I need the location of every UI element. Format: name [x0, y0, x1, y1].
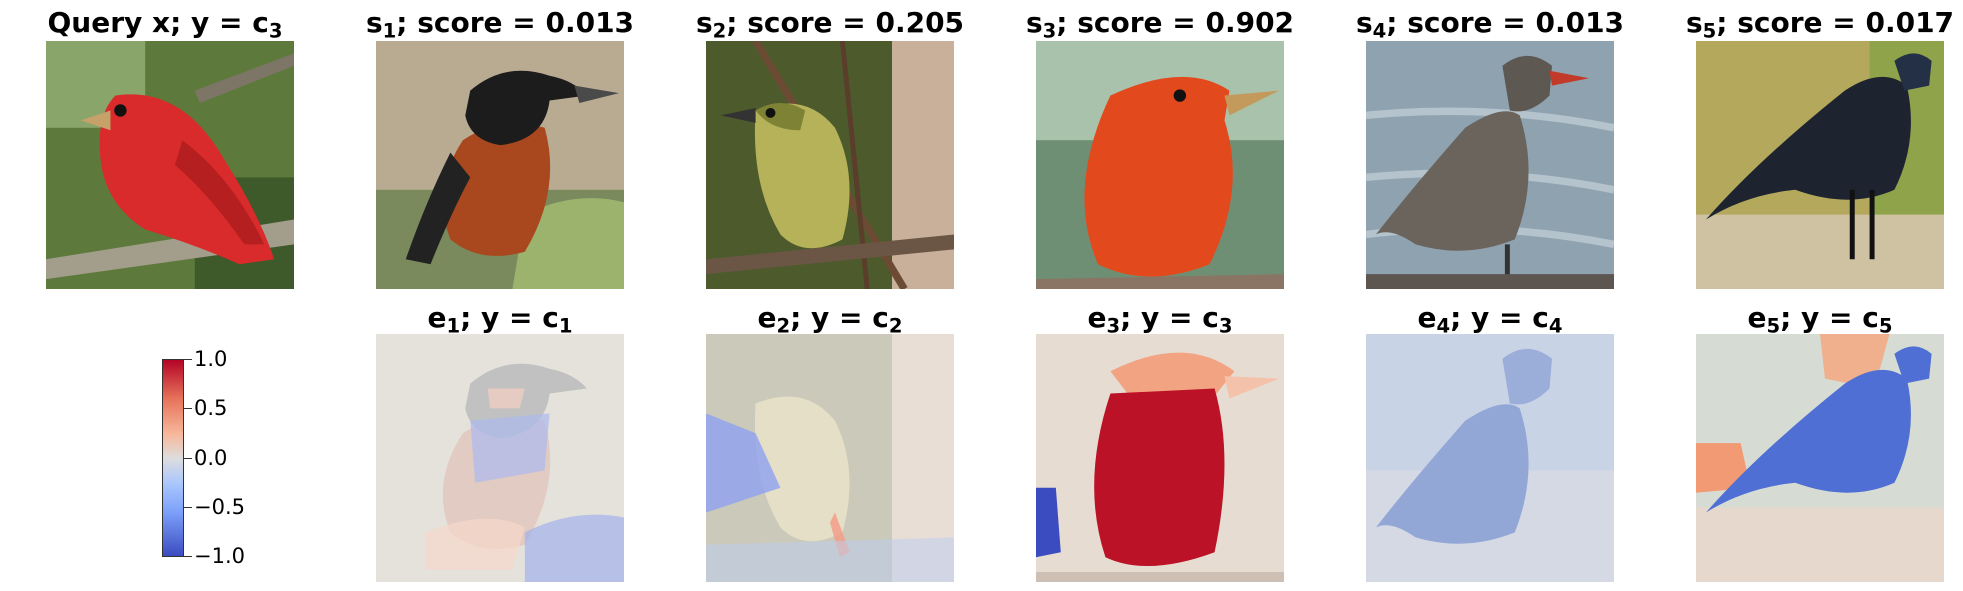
e1-rest: ; y = c [460, 301, 559, 334]
colorbar-tick-label: −0.5 [194, 495, 245, 519]
query-title-prefix: Query x; y = c [47, 6, 269, 39]
query-title-sub: 3 [268, 19, 283, 43]
s4-score: ; score = 0.013 [1386, 6, 1625, 39]
e1-heatmap [376, 334, 624, 582]
e4-heatmap [1366, 334, 1614, 582]
e1-sub: 1 [446, 314, 461, 338]
e2-rest: ; y = c [790, 301, 889, 334]
e3-sym: e [1087, 301, 1107, 334]
s5-score: ; score = 0.017 [1716, 6, 1955, 39]
s2-image [706, 41, 954, 289]
e2-csub: 2 [888, 314, 903, 338]
s3-image [1036, 41, 1284, 289]
s1-title: s1; score = 0.013 [350, 3, 650, 43]
s2-sub: 2 [712, 19, 727, 43]
colorbar-tick-label: 0.0 [194, 446, 228, 470]
query-image [46, 41, 294, 289]
s5-sub: 5 [1702, 19, 1717, 43]
e2-sub: 2 [776, 314, 791, 338]
e2-title: e2; y = c2 [680, 298, 980, 338]
e5-sym: e [1747, 301, 1767, 334]
e3-rest: ; y = c [1120, 301, 1219, 334]
query-title: Query x; y = c3 [30, 3, 300, 43]
e4-sub: 4 [1436, 314, 1451, 338]
e5-sub: 5 [1766, 314, 1781, 338]
e5-rest: ; y = c [1780, 301, 1879, 334]
s1-sub: 1 [382, 19, 397, 43]
colorbar-tick [184, 507, 192, 508]
e3-heatmap [1036, 334, 1284, 582]
colorbar-tick [184, 359, 192, 360]
colorbar-tick-label: 1.0 [194, 347, 228, 371]
s3-sub: 3 [1042, 19, 1057, 43]
s1-sym: s [365, 6, 383, 39]
s2-score: ; score = 0.205 [726, 6, 965, 39]
e1-csub: 1 [558, 314, 573, 338]
s3-score: ; score = 0.902 [1056, 6, 1295, 39]
s3-sym: s [1025, 6, 1043, 39]
e2-heatmap [706, 334, 954, 582]
s2-sym: s [695, 6, 713, 39]
e4-rest: ; y = c [1450, 301, 1549, 334]
e4-csub: 4 [1548, 314, 1563, 338]
e1-sym: e [427, 301, 447, 334]
e4-sym: e [1417, 301, 1437, 334]
colorbar-tick-label: 0.5 [194, 396, 228, 420]
s3-title: s3; score = 0.902 [1010, 3, 1310, 43]
s4-sym: s [1355, 6, 1373, 39]
s4-sub: 4 [1372, 19, 1387, 43]
s5-sym: s [1685, 6, 1703, 39]
e4-title: e4; y = c4 [1340, 298, 1640, 338]
s1-score: ; score = 0.013 [396, 6, 635, 39]
s5-image [1696, 41, 1944, 289]
e3-csub: 3 [1218, 314, 1233, 338]
colorbar-tick [184, 458, 192, 459]
s4-image [1366, 41, 1614, 289]
s4-title: s4; score = 0.013 [1340, 3, 1640, 43]
s5-title: s5; score = 0.017 [1670, 3, 1963, 43]
colorbar-tick [184, 556, 192, 557]
e3-title: e3; y = c3 [1010, 298, 1310, 338]
e3-sub: 3 [1106, 314, 1121, 338]
colorbar [162, 359, 184, 557]
s2-title: s2; score = 0.205 [680, 3, 980, 43]
e5-csub: 5 [1878, 314, 1893, 338]
e5-heatmap [1696, 334, 1944, 582]
s1-image [376, 41, 624, 289]
colorbar-tick-label: −1.0 [194, 544, 245, 568]
e2-sym: e [757, 301, 777, 334]
e5-title: e5; y = c5 [1670, 298, 1963, 338]
e1-title: e1; y = c1 [350, 298, 650, 338]
colorbar-tick [184, 408, 192, 409]
